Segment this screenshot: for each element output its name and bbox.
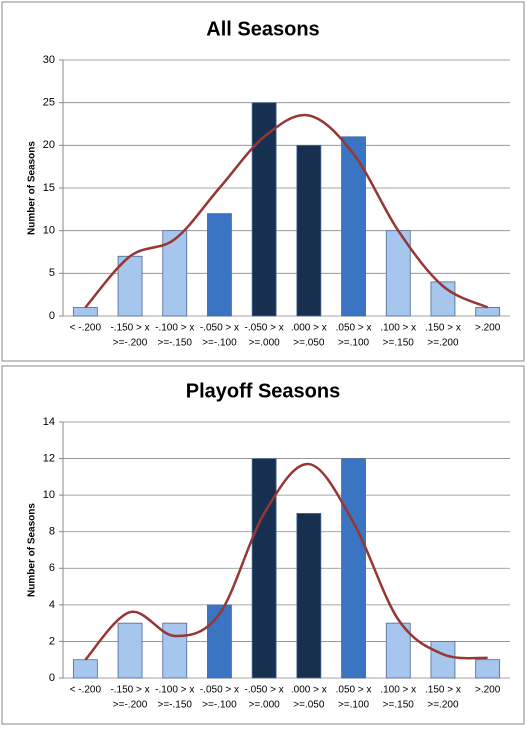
bar bbox=[72, 659, 98, 679]
y-tick-label: 5 bbox=[49, 267, 55, 279]
bar bbox=[341, 136, 366, 317]
x-tick-label: >.200 bbox=[475, 685, 501, 696]
x-tick-label: >=-.200 bbox=[113, 338, 148, 349]
trend-line bbox=[84, 462, 488, 661]
y-tick-label: 12 bbox=[43, 452, 55, 464]
x-tick-label: .050 > x bbox=[336, 323, 372, 334]
bar bbox=[341, 458, 366, 679]
y-tick-label: 4 bbox=[49, 599, 55, 611]
bar bbox=[385, 622, 411, 679]
y-tick-label: 0 bbox=[49, 310, 55, 322]
x-tick-label: .100 > x bbox=[380, 685, 416, 696]
x-tick-label: >=-.100 bbox=[202, 700, 237, 711]
x-tick-label: -.050 > x bbox=[200, 323, 239, 334]
x-tick-label: >=.000 bbox=[249, 700, 281, 711]
x-tick-label: .000 > x bbox=[291, 685, 327, 696]
bar bbox=[251, 102, 277, 317]
bar bbox=[385, 230, 411, 317]
x-tick-label: < -.200 bbox=[70, 685, 102, 696]
y-tick-label: 25 bbox=[43, 97, 55, 109]
x-tick-label: -.100 > x bbox=[155, 685, 194, 696]
x-tick-label: >=.200 bbox=[427, 700, 459, 711]
bar bbox=[117, 622, 143, 679]
bar bbox=[430, 641, 456, 679]
y-tick-label: 30 bbox=[43, 54, 55, 66]
trend-line bbox=[84, 113, 489, 309]
y-tick-label: 14 bbox=[43, 416, 55, 428]
y-tick-label: 0 bbox=[49, 672, 55, 684]
x-tick-label: >=.200 bbox=[427, 338, 459, 349]
x-tick-label: -.050 > x bbox=[200, 685, 239, 696]
x-tick-label: >=-.200 bbox=[113, 700, 148, 711]
bar bbox=[296, 144, 322, 317]
y-tick-label: 10 bbox=[43, 489, 55, 501]
y-tick-label: 8 bbox=[49, 526, 55, 538]
x-tick-label: >=.100 bbox=[338, 700, 370, 711]
x-tick-label: .000 > x bbox=[291, 323, 327, 334]
bar bbox=[296, 513, 322, 679]
x-tick-label: >=.150 bbox=[383, 338, 415, 349]
x-tick-label: < -.200 bbox=[70, 323, 102, 334]
x-tick-label: >=-.150 bbox=[158, 700, 193, 711]
x-tick-label: .150 > x bbox=[425, 685, 461, 696]
bar bbox=[475, 659, 501, 679]
x-tick-label: >=.000 bbox=[249, 338, 281, 349]
bar bbox=[117, 255, 143, 317]
y-tick-label: 10 bbox=[43, 225, 55, 237]
bar bbox=[251, 458, 277, 679]
x-tick-label: >=.050 bbox=[293, 700, 325, 711]
x-tick-label: >.200 bbox=[475, 323, 501, 334]
y-tick-label: 20 bbox=[43, 139, 55, 151]
x-tick-label: -.150 > x bbox=[110, 685, 149, 696]
y-axis-label: Number of Seasons bbox=[27, 503, 38, 597]
x-tick-label: >=.100 bbox=[338, 338, 370, 349]
x-tick-label: >=-.150 bbox=[158, 338, 193, 349]
x-tick-label: >=.050 bbox=[293, 338, 325, 349]
x-tick-label: .150 > x bbox=[425, 323, 461, 334]
bar bbox=[475, 307, 501, 317]
y-axis-label: Number of Seasons bbox=[27, 141, 38, 235]
x-tick-label: .100 > x bbox=[380, 323, 416, 334]
y-tick-label: 6 bbox=[49, 562, 55, 574]
bar bbox=[162, 622, 188, 679]
bar bbox=[207, 213, 232, 317]
x-tick-label: .050 > x bbox=[336, 685, 372, 696]
x-tick-label: -.100 > x bbox=[155, 323, 194, 334]
x-tick-label: >=.150 bbox=[383, 700, 415, 711]
y-tick-label: 2 bbox=[49, 635, 55, 647]
x-tick-label: -.050 > x bbox=[245, 323, 284, 334]
x-tick-label: >=-.100 bbox=[202, 338, 237, 349]
bar bbox=[207, 604, 232, 679]
x-tick-label: -.150 > x bbox=[110, 323, 149, 334]
bar bbox=[72, 307, 98, 317]
y-tick-label: 15 bbox=[43, 182, 55, 194]
x-tick-label: -.050 > x bbox=[245, 685, 284, 696]
chart-title: All Seasons bbox=[206, 18, 319, 40]
chart-title: Playoff Seasons bbox=[186, 380, 341, 402]
